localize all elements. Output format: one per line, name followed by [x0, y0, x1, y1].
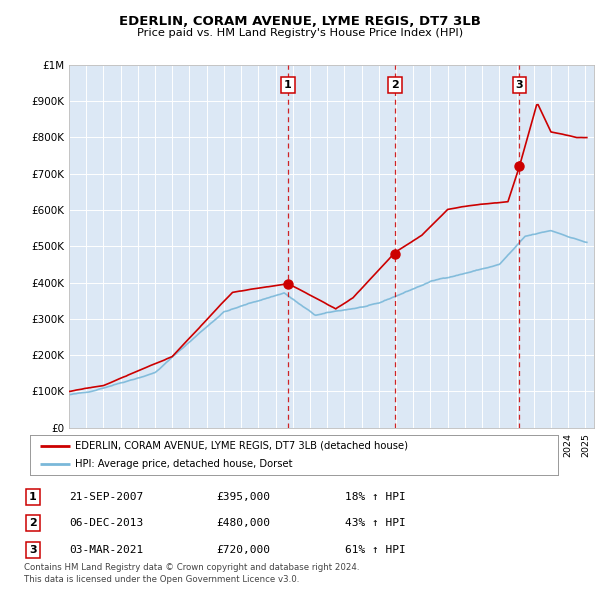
Text: 06-DEC-2013: 06-DEC-2013	[69, 519, 143, 528]
Text: 61% ↑ HPI: 61% ↑ HPI	[345, 545, 406, 555]
Text: 2: 2	[29, 519, 37, 528]
Text: EDERLIN, CORAM AVENUE, LYME REGIS, DT7 3LB (detached house): EDERLIN, CORAM AVENUE, LYME REGIS, DT7 3…	[75, 441, 408, 451]
Text: EDERLIN, CORAM AVENUE, LYME REGIS, DT7 3LB: EDERLIN, CORAM AVENUE, LYME REGIS, DT7 3…	[119, 15, 481, 28]
Text: 43% ↑ HPI: 43% ↑ HPI	[345, 519, 406, 528]
Text: Price paid vs. HM Land Registry's House Price Index (HPI): Price paid vs. HM Land Registry's House …	[137, 28, 463, 38]
Text: 1: 1	[29, 492, 37, 502]
Text: £720,000: £720,000	[216, 545, 270, 555]
Text: 21-SEP-2007: 21-SEP-2007	[69, 492, 143, 502]
Text: Contains HM Land Registry data © Crown copyright and database right 2024.: Contains HM Land Registry data © Crown c…	[24, 563, 359, 572]
Text: £395,000: £395,000	[216, 492, 270, 502]
Text: 18% ↑ HPI: 18% ↑ HPI	[345, 492, 406, 502]
Text: £480,000: £480,000	[216, 519, 270, 528]
Text: This data is licensed under the Open Government Licence v3.0.: This data is licensed under the Open Gov…	[24, 575, 299, 584]
Text: 1: 1	[284, 80, 292, 90]
Text: 03-MAR-2021: 03-MAR-2021	[69, 545, 143, 555]
Text: HPI: Average price, detached house, Dorset: HPI: Average price, detached house, Dors…	[75, 459, 292, 469]
Text: 2: 2	[391, 80, 398, 90]
Text: 3: 3	[515, 80, 523, 90]
Text: 3: 3	[29, 545, 37, 555]
